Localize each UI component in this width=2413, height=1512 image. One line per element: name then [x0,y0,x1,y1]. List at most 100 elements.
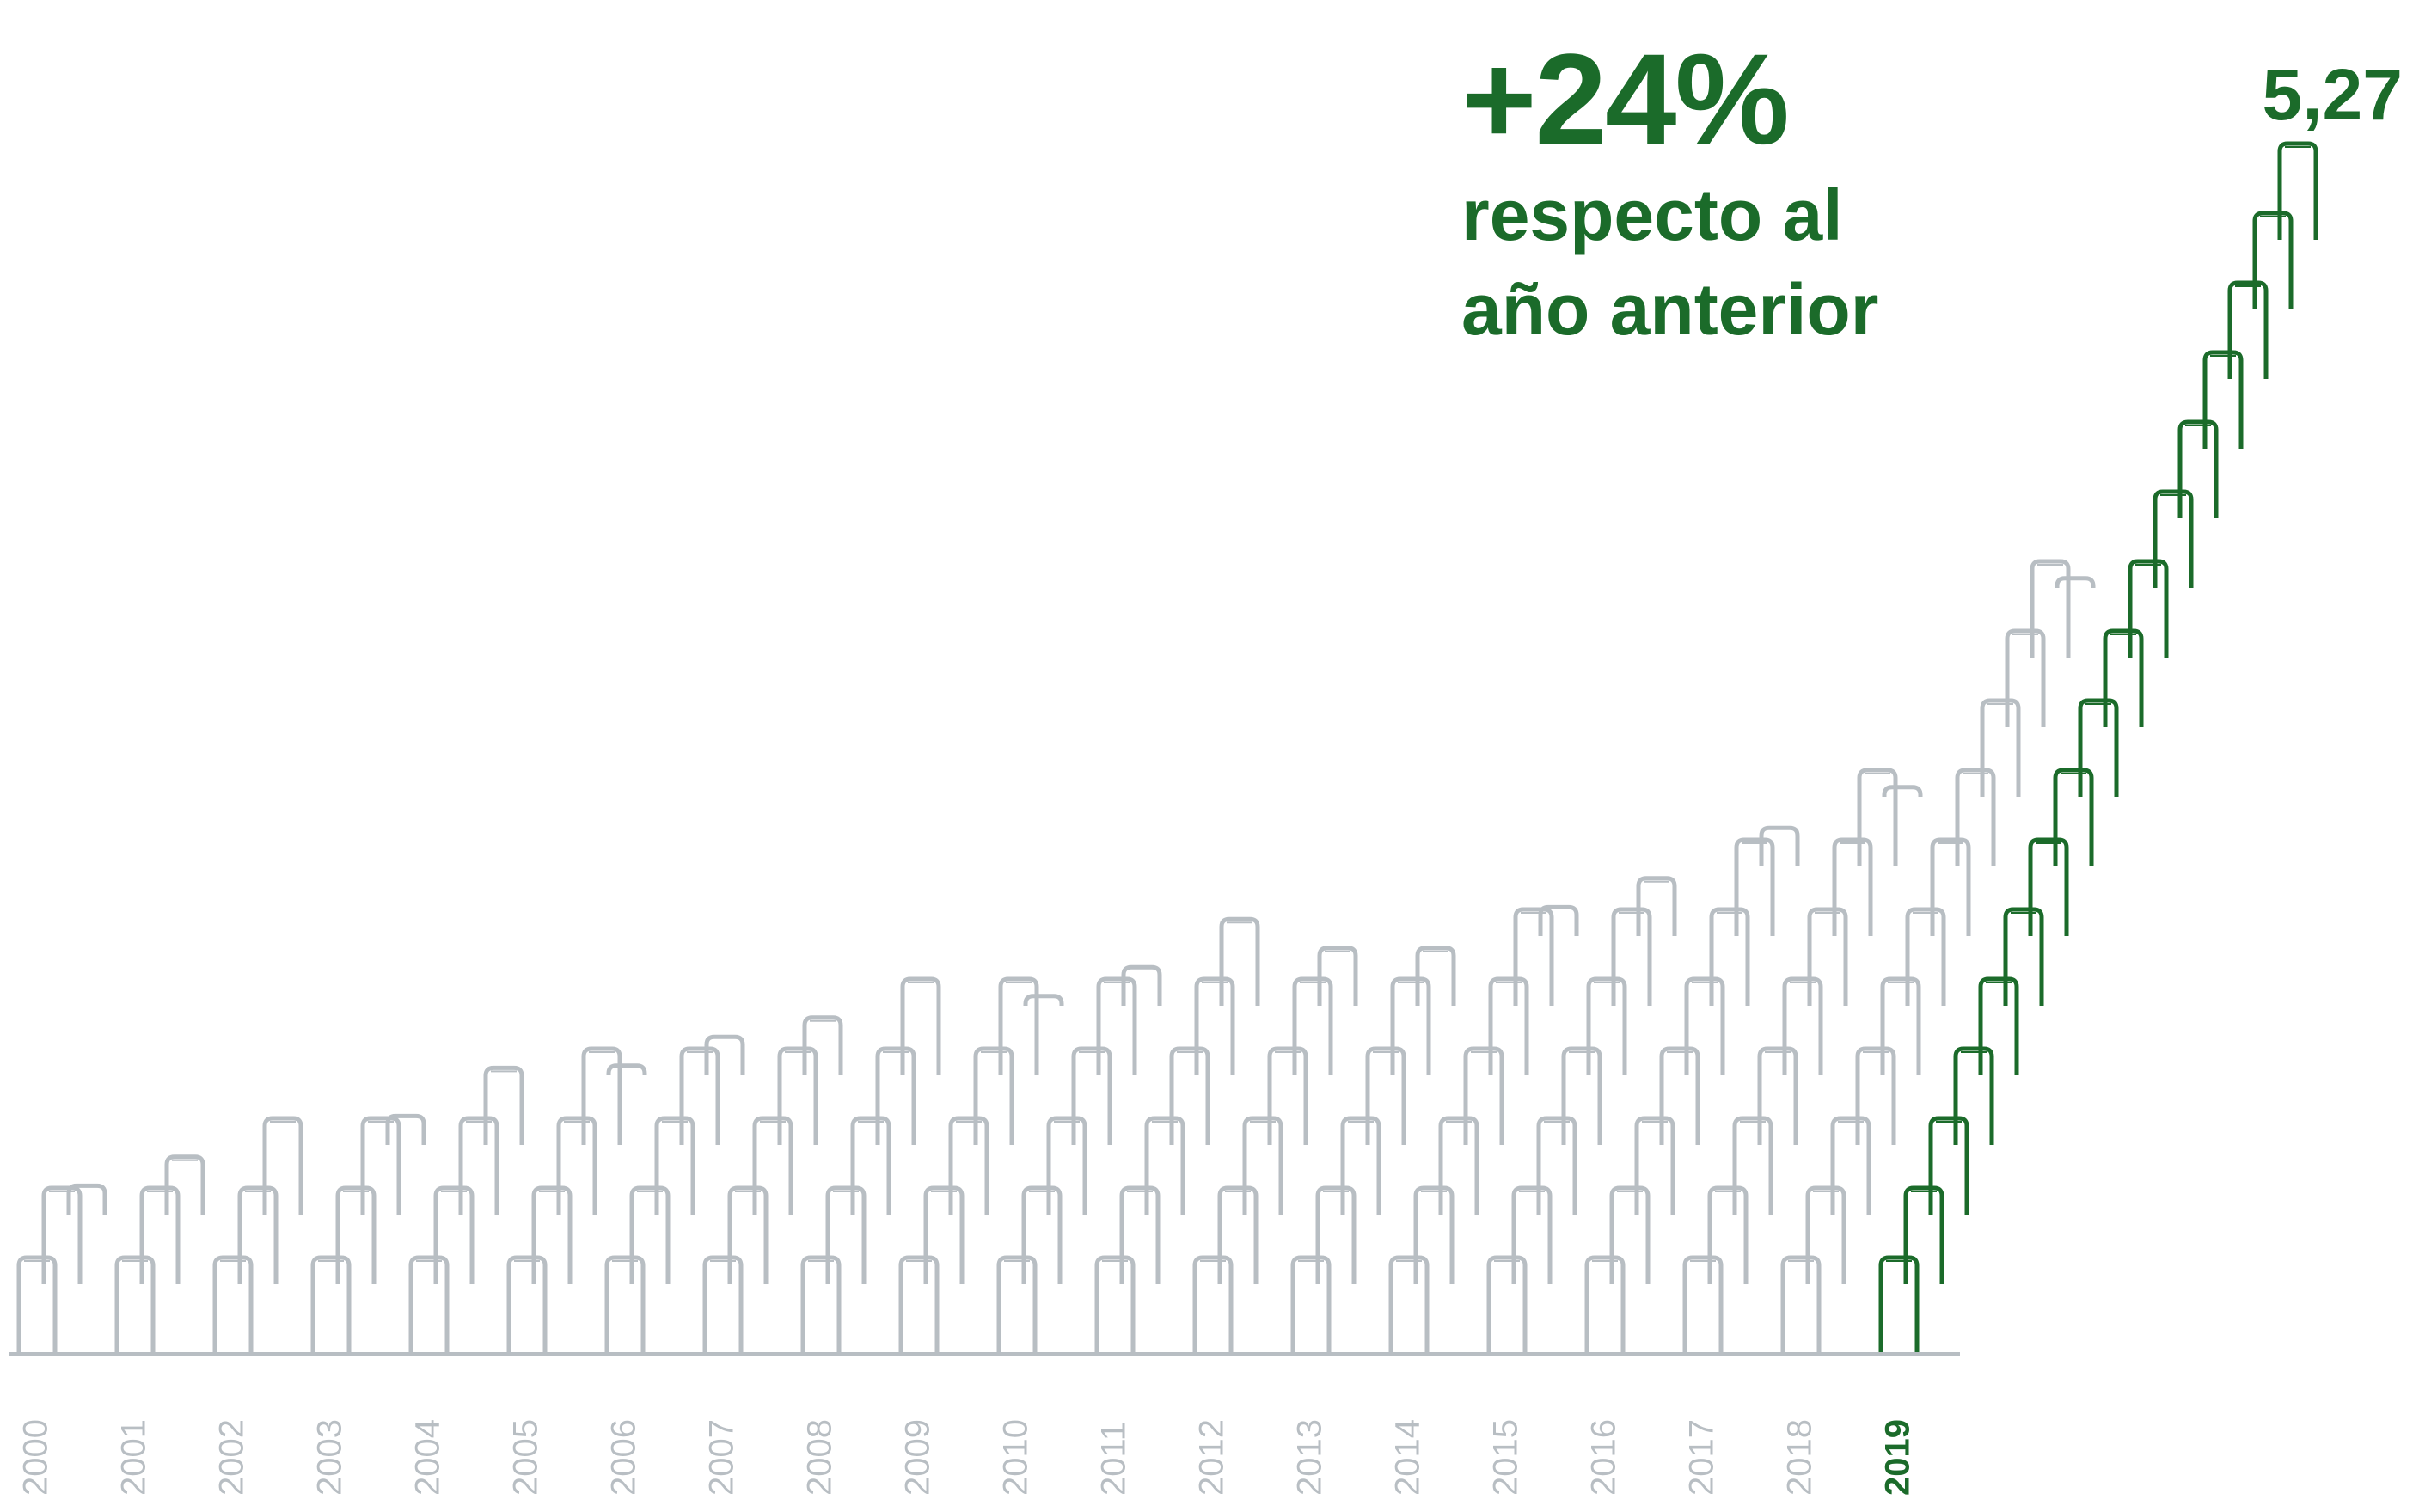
coin-2019-17 [2277,141,2318,240]
coin-2016-8 [1759,825,1800,866]
coin-2016-2 [1609,1185,1651,1284]
coin-2008-1 [800,1255,842,1354]
tick-label-2003: 2003 [311,1419,349,1496]
coin-2016-3 [1634,1116,1675,1215]
coin-2011-2 [1119,1185,1161,1284]
coin-2019-12 [2153,489,2194,588]
coin-2014-6 [1513,907,1554,1006]
coin-stack-2017 [1682,768,1923,1354]
coin-2017-7 [1832,837,1873,936]
coin-2009-4 [973,1046,1014,1145]
coin-stack-2002 [212,1116,303,1354]
coin-2019-15 [2227,280,2269,379]
coin-2017-4 [1757,1046,1798,1145]
coin-2004-2 [433,1185,475,1284]
coin-2016-1 [1584,1255,1626,1354]
coin-2012-2 [1217,1185,1259,1284]
coin-2011-6 [1219,916,1260,1006]
coin-2018-11 [2030,559,2071,658]
coin-stack-2015 [1486,876,1677,1354]
tick-label-2015: 2015 [1487,1419,1525,1496]
coin-2019-8 [2053,768,2094,866]
coin-2015-2 [1511,1185,1553,1284]
coin-stack-2014 [1388,904,1579,1354]
coin-2013-5 [1390,976,1431,1075]
coin-2012-4 [1267,1046,1308,1145]
coin-2009-1 [898,1255,940,1354]
coin-2015-4 [1561,1046,1602,1145]
tick-label-2002: 2002 [213,1419,251,1496]
coin-2010-2 [1021,1185,1063,1284]
coin-2018-12 [2055,576,2096,589]
coin-2007-2 [727,1185,769,1284]
coin-2015-6 [1611,907,1652,1006]
coin-2012-1 [1192,1255,1234,1354]
coin-2011-4 [1169,1046,1210,1145]
coin-stacks [16,141,2318,1354]
coin-2009-5 [998,976,1039,1075]
coin-2008-5 [900,976,941,1075]
coin-2014-4 [1463,1046,1504,1145]
tick-label-2000: 2000 [17,1419,55,1496]
growth-annotation: +24% respecto al año anterior [1461,34,1878,352]
coin-2015-7 [1636,876,1677,936]
coin-2009-3 [948,1116,989,1215]
coin-2007-5 [802,1015,843,1075]
coin-2018-5 [1880,976,1921,1075]
coin-2019-4 [1953,1046,1994,1145]
tick-label-2001: 2001 [115,1419,153,1496]
tick-label-2013: 2013 [1291,1419,1329,1496]
coin-2011-1 [1094,1255,1136,1354]
coin-2012-5 [1292,976,1333,1075]
coin-2007-4 [777,1046,818,1145]
coin-stack-2000 [16,1183,107,1354]
latest-value-label: 5,27 [2262,54,2404,135]
x-axis-tick-labels: 2000 2001 2002 2003 2004 2005 2006 2007 2008 2009… [17,1419,1917,1496]
coin-2006-5 [704,1034,745,1075]
coin-stack-2004 [408,1065,524,1354]
coin-2003-3 [360,1116,401,1215]
coin-2001-3 [164,1154,205,1215]
tick-label-2009: 2009 [899,1419,937,1496]
coin-2000-3 [66,1183,107,1215]
tick-label-2006: 2006 [605,1419,643,1496]
coin-2017-9 [1882,785,1923,798]
coin-2007-3 [752,1116,793,1215]
coin-2005-1 [506,1255,548,1354]
coin-2019-13 [2177,419,2219,518]
coin-2018-8 [1955,768,1996,866]
coin-2006-2 [629,1185,671,1284]
coin-stack-2009 [898,976,1064,1354]
coin-2003-1 [310,1255,352,1354]
coin-2016-4 [1659,1046,1700,1145]
coin-stack-2006 [604,1034,745,1354]
coin-2019-11 [2128,559,2169,658]
coin-stack-2005 [506,1046,647,1354]
coin-2019-7 [2028,837,2069,936]
coin-2017-5 [1782,976,1823,1075]
coin-2013-3 [1340,1116,1381,1215]
coin-2005-3 [556,1116,597,1215]
coin-2015-1 [1486,1255,1528,1354]
coin-2016-5 [1684,976,1725,1075]
coin-2008-2 [825,1185,867,1284]
coin-2019-16 [2252,211,2294,309]
coin-2001-1 [114,1255,156,1354]
coin-2019-5 [1978,976,2019,1075]
coin-2003-4 [385,1113,426,1145]
coin-stack-2010 [996,964,1162,1354]
coin-2013-6 [1415,946,1456,1006]
coin-2017-6 [1807,907,1848,1006]
coin-2017-8 [1857,768,1898,866]
coin-stack-2012 [1192,946,1358,1354]
tick-label-2017: 2017 [1683,1419,1721,1496]
coin-stack-2008 [800,976,941,1354]
coin-2014-5 [1488,976,1529,1075]
coin-stack-2013 [1290,946,1456,1354]
coin-stack-2018 [1780,559,2096,1354]
coin-2006-1 [604,1255,646,1354]
coin-2019-1 [1878,1255,1920,1354]
growth-caption-line2: año anterior [1461,269,1879,350]
coin-2015-3 [1536,1116,1577,1215]
coin-2001-2 [139,1185,181,1284]
